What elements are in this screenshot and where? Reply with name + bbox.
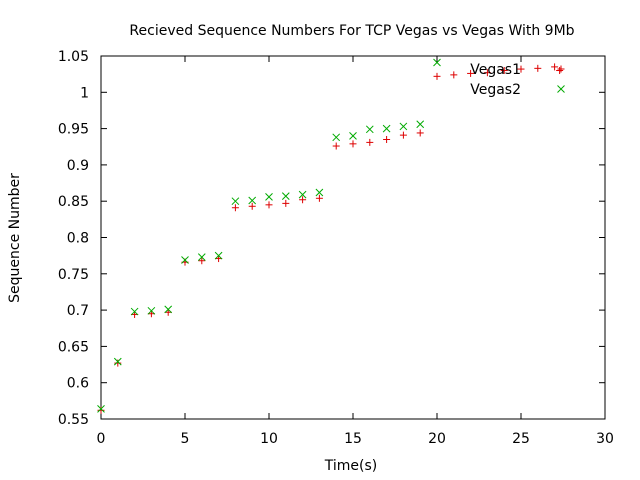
x-tick-label: 25 [512, 431, 530, 447]
data-point [366, 138, 374, 146]
y-tick-label: 1.05 [58, 49, 89, 65]
data-point [450, 71, 458, 79]
y-tick-label: 0.7 [67, 303, 89, 319]
legend: Vegas1 Vegas2 [470, 62, 565, 98]
data-point [181, 256, 189, 264]
legend-entry-vegas2: Vegas2 [470, 82, 565, 98]
y-tick-label: 0.6 [67, 376, 89, 392]
data-point [483, 69, 491, 77]
data-point [265, 201, 273, 209]
y-tick-label: 0.85 [58, 194, 89, 210]
data-point [556, 67, 564, 75]
data-point [399, 131, 407, 139]
data-point [231, 204, 239, 212]
data-point [332, 142, 340, 150]
series-layer [97, 58, 564, 414]
y-tick-label: 0.95 [58, 122, 89, 138]
data-point [315, 194, 323, 202]
x-tick-label: 0 [97, 431, 106, 447]
data-point [551, 63, 559, 71]
data-point [332, 133, 341, 142]
data-point [214, 251, 223, 260]
data-point [113, 357, 122, 366]
data-point [416, 120, 425, 129]
data-point [433, 58, 441, 67]
legend-label-vegas2: Vegas2 [470, 82, 521, 98]
data-point [299, 196, 307, 204]
chart-title: Recieved Sequence Numbers For TCP Vegas … [129, 23, 574, 39]
legend-marker-glyph [557, 85, 565, 93]
data-point [147, 306, 156, 315]
data-point [198, 257, 206, 265]
data-point [349, 140, 357, 148]
legend-label-vegas1: Vegas1 [470, 62, 521, 78]
data-point [433, 72, 441, 80]
data-point [231, 197, 240, 206]
legend-marker-vegas1 [557, 65, 565, 73]
data-point [382, 124, 391, 133]
x-tick-label: 30 [596, 431, 614, 447]
data-point [248, 202, 256, 210]
legend-marker-glyph [557, 65, 565, 73]
data-point [383, 135, 391, 143]
legend-marker-vegas2 [557, 85, 565, 93]
y-axis: 0.55 0.6 0.65 0.7 0.75 0.8 0.85 0.9 0.95 1 1.05 [58, 49, 605, 428]
data-point [114, 359, 122, 367]
y-tick-label: 0.9 [67, 158, 89, 174]
y-tick-label: 0.55 [58, 412, 89, 428]
y-tick-label: 1 [80, 85, 89, 101]
data-point [365, 125, 374, 134]
x-tick-label: 15 [344, 431, 362, 447]
data-point [248, 196, 257, 205]
data-point [517, 65, 525, 73]
legend-entry-vegas1: Vegas1 [470, 62, 565, 78]
data-point [265, 192, 273, 201]
data-point [500, 67, 508, 75]
data-point [399, 122, 408, 131]
data-point [315, 188, 324, 197]
x-axis-label: Time(s) [324, 458, 377, 474]
data-point [130, 307, 139, 316]
y-tick-label: 0.75 [58, 267, 89, 283]
data-point [349, 132, 357, 140]
y-tick-label: 0.8 [67, 231, 89, 247]
y-axis-label: Sequence Number [7, 173, 23, 303]
data-point [197, 253, 206, 261]
x-tick-label: 5 [181, 431, 190, 447]
data-point [97, 404, 105, 413]
series-vegas2 [97, 58, 441, 413]
x-tick-label: 20 [428, 431, 446, 447]
data-point [97, 406, 105, 414]
data-point [282, 199, 290, 207]
x-tick-label: 10 [260, 431, 278, 447]
y-tick-label: 0.65 [58, 339, 89, 355]
data-point [298, 190, 307, 199]
data-point [534, 64, 542, 72]
data-point [164, 305, 173, 314]
x-axis: 0 5 10 15 20 25 30 [97, 56, 614, 447]
data-point [416, 129, 424, 137]
data-point [281, 192, 290, 200]
data-point [467, 69, 475, 77]
